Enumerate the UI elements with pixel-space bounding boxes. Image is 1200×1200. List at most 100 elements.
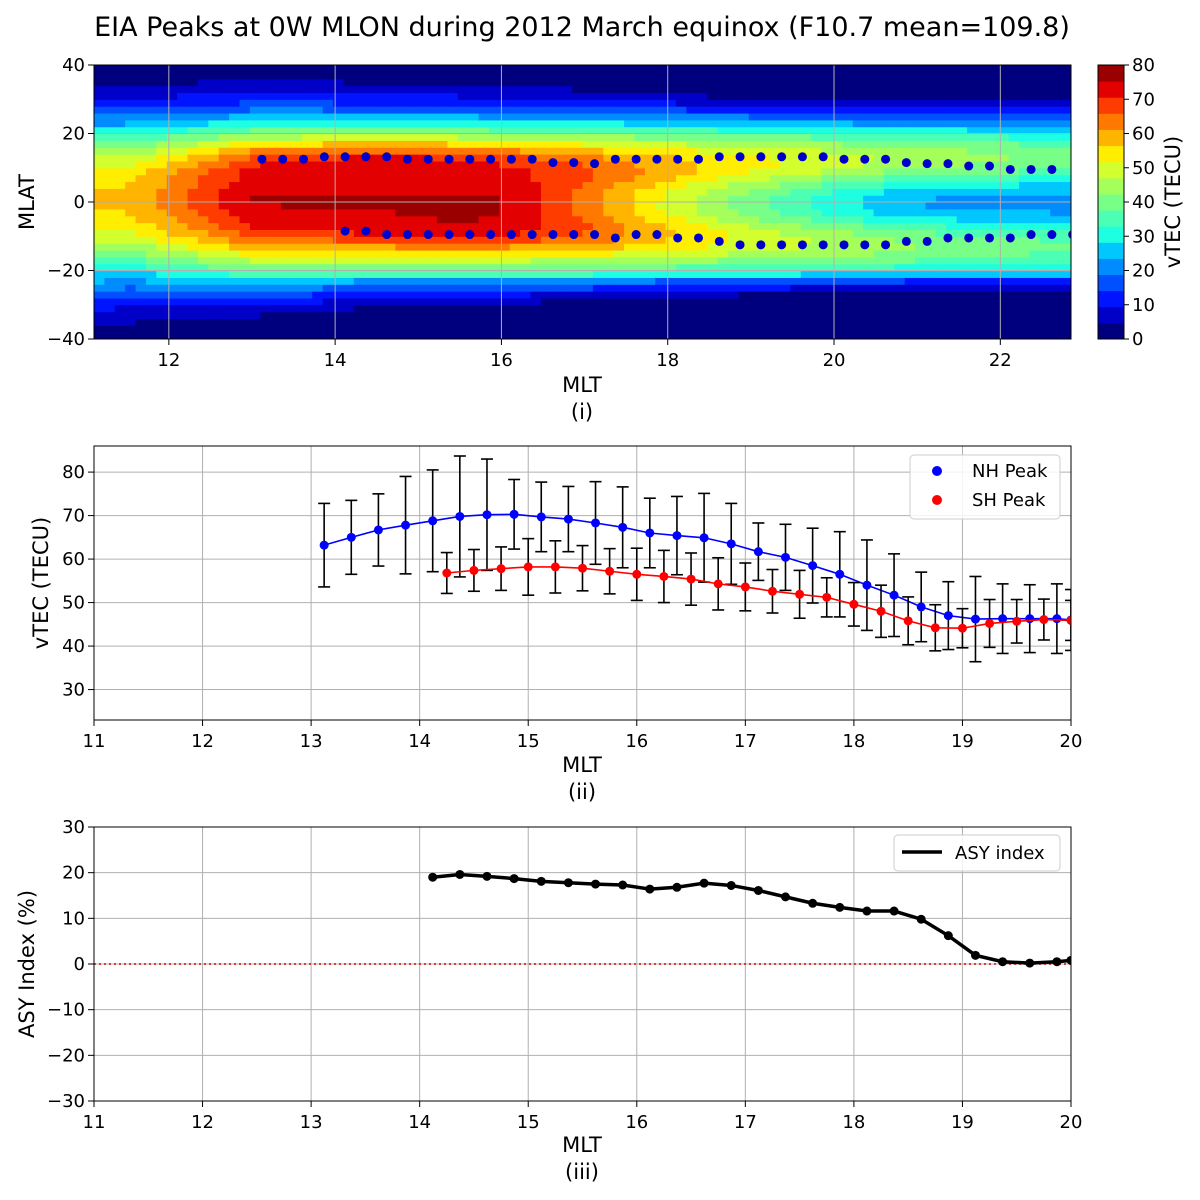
heatmap-cell (790, 243, 802, 251)
heatmap-cell (488, 256, 500, 265)
heatmap-cell (946, 208, 958, 217)
heatmap-cell (1019, 311, 1031, 320)
heatmap-cell (738, 126, 750, 135)
heatmap-cell (291, 256, 303, 265)
heatmap-cell (613, 195, 625, 203)
heatmap-cell (94, 140, 105, 148)
heatmap-cell (1019, 304, 1031, 313)
heatmap-cell (104, 291, 116, 299)
heatmap-cell (530, 92, 542, 100)
heatmap-cell (696, 202, 708, 210)
heatmap-cell (239, 154, 251, 162)
heatmap-cell (166, 208, 178, 217)
heatmap-cell (364, 318, 376, 326)
heatmap-cell (197, 154, 209, 162)
heatmap-cell (811, 174, 823, 183)
heatmap-cell (624, 297, 636, 306)
heatmap-cell (166, 106, 178, 114)
heatmap-cell (904, 126, 916, 135)
heatmap-cell (322, 277, 334, 285)
heatmap-cell (343, 325, 355, 333)
heatmap-cell (790, 160, 802, 169)
heatmap-cell (603, 92, 615, 100)
heatmap-cell (665, 133, 677, 141)
heatmap-cell (301, 263, 313, 272)
heatmap-cell (561, 263, 573, 272)
heatmap-cell (946, 140, 958, 148)
x-tick-label: 18 (656, 350, 679, 371)
heatmap-cell (322, 270, 334, 278)
heatmap-cell (343, 119, 355, 128)
heatmap-cell (1060, 325, 1071, 333)
heatmap-cell (135, 318, 147, 326)
heatmap-cell (156, 140, 168, 148)
heatmap-cell (915, 174, 927, 183)
heatmap-cell (676, 119, 688, 128)
heatmap-cell (738, 202, 750, 210)
heatmap-cell (1019, 270, 1031, 278)
heatmap-cell (385, 126, 397, 135)
heatmap-cell (104, 304, 116, 313)
heatmap-cell (104, 243, 116, 251)
heatmap-cell (977, 229, 989, 237)
heatmap-cell (1050, 249, 1062, 258)
heatmap-cell (530, 112, 542, 121)
heatmap-cell (728, 297, 740, 306)
heatmap-cell (728, 167, 740, 176)
heatmap-cell (1039, 222, 1051, 230)
heatmap-cell (322, 256, 334, 265)
heatmap-cell (405, 85, 417, 93)
heatmap-cell (873, 325, 885, 333)
heatmap-cell (665, 112, 677, 121)
heatmap-cell (1008, 106, 1020, 114)
heatmap-cell (582, 78, 594, 87)
heatmap-cell (322, 297, 334, 306)
heatmap-cell (1019, 147, 1031, 155)
heatmap-cell (873, 188, 885, 196)
heatmap-cell (125, 133, 137, 141)
heatmap-cell (426, 284, 438, 292)
heatmap-cell (935, 243, 947, 251)
heatmap-cell (842, 297, 854, 306)
heatmap-cell (333, 78, 345, 87)
heatmap-cell (728, 71, 740, 80)
heatmap-cell (769, 249, 781, 258)
heatmap-cell (416, 106, 428, 114)
heatmap-cell (800, 167, 812, 176)
heatmap-cell (551, 119, 563, 128)
heatmap-cell (177, 229, 189, 237)
heatmap-cell (426, 202, 438, 210)
heatmap-cell (385, 284, 397, 292)
heatmap-cell (696, 291, 708, 299)
heatmap-cell (707, 236, 719, 244)
heatmap-cell (561, 181, 573, 189)
heatmap-cell (831, 71, 843, 80)
heatmap-cell (800, 202, 812, 210)
heatmap-cell (343, 263, 355, 272)
heatmap-cell (748, 85, 760, 93)
heatmap-cell (530, 71, 542, 80)
heatmap-cell (956, 243, 968, 251)
heatmap-cell (509, 126, 521, 135)
heatmap-cell (967, 112, 979, 121)
heatmap-cell (603, 249, 615, 258)
heatmap-cell (94, 71, 105, 80)
heatmap-cell (312, 147, 324, 155)
heatmap-cell (811, 106, 823, 114)
heatmap-cell (592, 119, 604, 128)
heatmap-cell (561, 297, 573, 306)
heatmap-cell (281, 291, 293, 299)
nh-peak-point (428, 516, 438, 526)
heatmap-cell (572, 256, 584, 265)
heatmap-cell (863, 195, 875, 203)
heatmap-cell (333, 311, 345, 320)
heatmap-cell (644, 297, 656, 306)
heatmap-cell (572, 133, 584, 141)
nh-peak-point (346, 532, 356, 542)
heatmap-cell (229, 325, 241, 333)
heatmap-cell (717, 284, 729, 292)
heatmap-cell (509, 195, 521, 203)
heatmap-cell (1029, 65, 1041, 73)
heatmap-cell (530, 311, 542, 320)
heatmap-cell (790, 154, 802, 162)
